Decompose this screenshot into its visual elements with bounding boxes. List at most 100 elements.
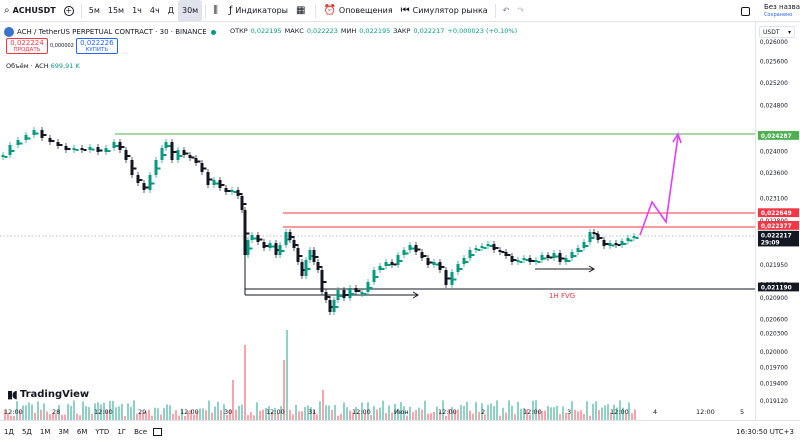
candle-body — [227, 190, 231, 192]
range-1y[interactable]: 1Г — [117, 427, 127, 436]
clock[interactable]: 16:30:50 UTC+3 — [736, 428, 794, 436]
volume-bar — [142, 412, 144, 420]
range-1m[interactable]: 1М — [39, 427, 51, 436]
volume-bar — [163, 408, 165, 420]
candle-body — [528, 258, 532, 262]
low-value: 0,022195 — [359, 27, 391, 35]
candle-body — [620, 241, 624, 245]
indicators-button[interactable]: ƒ Индикаторы — [225, 0, 292, 22]
price-chart[interactable]: 1H FVG 12:00 28 12:00 29 12:00 30 12:00 31 12:00 И… — [0, 22, 755, 420]
range-ytd[interactable]: YTD — [95, 427, 110, 436]
volume-bar — [376, 409, 378, 420]
currency-select[interactable]: USDT ▾ — [759, 26, 795, 38]
volume-bar — [316, 414, 318, 420]
sell-label: ПРОДАТЬ — [13, 47, 41, 53]
volume-bar — [589, 415, 591, 420]
candle-body — [233, 191, 237, 193]
candle-body — [378, 266, 382, 270]
replay-icon: ⏮ — [400, 5, 410, 16]
candle-body — [348, 288, 352, 298]
candle-body — [486, 244, 490, 246]
divider — [494, 3, 496, 18]
volume-bar — [268, 406, 270, 420]
range-all[interactable]: Все — [134, 427, 148, 436]
change-value: +0,000023 (+0,10%) — [447, 27, 518, 35]
compare-button[interactable]: + — [60, 0, 78, 22]
volume-bar — [343, 402, 345, 420]
candle-body — [315, 256, 319, 258]
volume-bar — [514, 414, 516, 420]
candle-body — [372, 270, 376, 282]
save-layout-button[interactable]: Без назва Сохранено — [764, 3, 800, 19]
candle-body — [435, 263, 439, 266]
date-range-icon[interactable] — [153, 427, 163, 436]
volume-bar — [94, 403, 96, 420]
templates-button[interactable]: ▦ — [292, 0, 312, 22]
buy-button[interactable]: 0,022226 КУПИТЬ — [75, 38, 118, 54]
candle-body — [393, 263, 397, 266]
candle-body — [387, 264, 391, 266]
volume-bar — [154, 407, 156, 420]
range-6m[interactable]: 6М — [76, 427, 88, 436]
volume-bar — [340, 413, 342, 420]
volume-bar — [628, 402, 630, 420]
candle-body — [324, 292, 328, 300]
volume-bar — [259, 410, 261, 420]
interval-1h[interactable]: 1ч — [132, 6, 142, 15]
chart-type-button[interactable]: ⫼ — [209, 0, 225, 22]
undo-button[interactable]: ↶ — [502, 6, 510, 15]
range-3m[interactable]: 3М — [58, 427, 69, 436]
volume-bar — [382, 400, 384, 420]
candle-body — [399, 260, 403, 262]
candle-body — [591, 237, 595, 239]
candle-body — [423, 255, 427, 257]
volume-bar — [145, 411, 147, 420]
candle-body — [462, 258, 466, 264]
candle-body — [160, 148, 164, 160]
volume-bar — [313, 410, 315, 420]
candle-body — [414, 245, 418, 252]
add-symbol-icon: + — [63, 5, 74, 16]
divider — [315, 3, 317, 18]
volume-bar — [409, 406, 411, 420]
candle-body — [246, 240, 250, 255]
range-5d[interactable]: 5Д — [21, 427, 32, 436]
volume-bar — [118, 406, 120, 420]
time-tick-label: 12:00 — [610, 408, 629, 416]
candle-body — [246, 232, 250, 235]
redo-button[interactable]: ↷ — [517, 6, 525, 15]
replay-button[interactable]: ⏮ Симулятор рынка — [397, 0, 492, 22]
candle-body — [133, 167, 137, 170]
candle-body — [447, 277, 451, 280]
fullscreen-button[interactable] — [737, 0, 754, 22]
candle-body — [489, 245, 493, 247]
price-tick-label: 0,019700 — [760, 366, 788, 372]
time-tick-label: 5 — [740, 408, 744, 416]
range-1d[interactable]: 1Д — [4, 427, 14, 436]
candle-body — [507, 254, 511, 256]
interval-15m[interactable]: 15м — [107, 6, 125, 15]
time-tick-label: 12:00 — [696, 408, 715, 416]
volume-bar — [196, 411, 198, 420]
interval-1d[interactable]: Д — [167, 6, 174, 15]
volume-bar — [25, 405, 27, 420]
alerts-button[interactable]: ⏰ Оповещения — [319, 0, 396, 22]
volume-bar — [211, 412, 213, 420]
price-scale[interactable]: 0,026000 0,025600 0,025200 0,024800 0,024000… — [755, 22, 800, 420]
price-tick-label: 0,024800 — [760, 104, 788, 110]
volume-bar — [592, 403, 594, 420]
price-label-box — [757, 208, 800, 218]
candle-body — [197, 160, 201, 163]
candle-body — [354, 288, 358, 292]
candle-body — [185, 152, 189, 155]
interval-30m[interactable]: 30м — [177, 0, 203, 22]
interval-5m[interactable]: 5м — [88, 6, 100, 15]
symbol-search[interactable]: ⌕ ACHUSDT — [0, 0, 60, 22]
sell-button[interactable]: 0,022224 ПРОДАТЬ — [6, 38, 48, 54]
interval-4h[interactable]: 4ч — [149, 6, 160, 15]
volume-bar — [547, 406, 549, 420]
volume-bar — [430, 413, 432, 420]
candle-body — [164, 142, 168, 148]
candle-body — [243, 210, 247, 255]
candle-body — [307, 268, 311, 270]
